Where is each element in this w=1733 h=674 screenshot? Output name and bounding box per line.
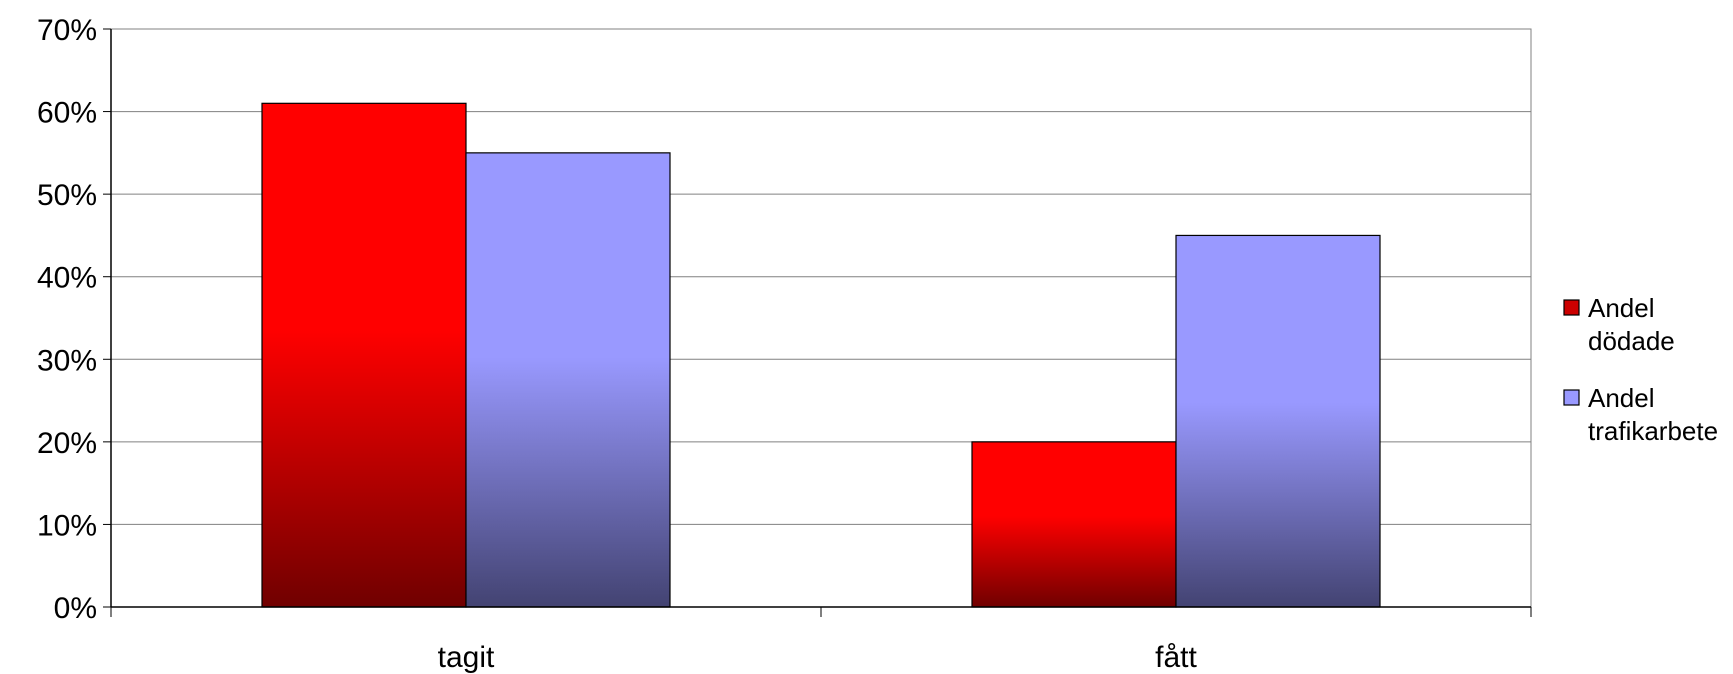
y-tick-label: 40% [37,262,97,295]
legend-label: Andel [1588,383,1655,413]
y-tick-label: 10% [37,509,97,542]
legend-label: dödade [1588,326,1675,356]
y-tick-label: 30% [37,344,97,377]
y-tick-label: 20% [37,427,97,460]
y-tick-label: 0% [54,592,97,625]
bar-tagit-series-1 [465,152,671,608]
bar-tagit-series-0 [261,102,467,608]
axes [110,28,1532,617]
legend-label: Andel [1588,293,1655,323]
legend-label: trafikarbete [1588,416,1718,446]
y-tick-label: 70% [37,14,97,47]
x-category-label: fått [1155,641,1197,674]
legend-swatch [1563,389,1580,406]
x-category-label: tagit [438,641,495,674]
y-tick-label: 50% [37,179,97,212]
bar-fått-series-0 [971,441,1177,608]
legend-swatch [1563,299,1580,316]
x-axis-labels: tagit fått [438,641,1198,674]
bars [261,102,1381,608]
y-tick-label: 60% [37,97,97,130]
y-axis-ticks: 0% 10% 20% 30% 40% 50% 60% 70% [37,14,111,625]
bar-fått-series-1 [1175,234,1381,608]
